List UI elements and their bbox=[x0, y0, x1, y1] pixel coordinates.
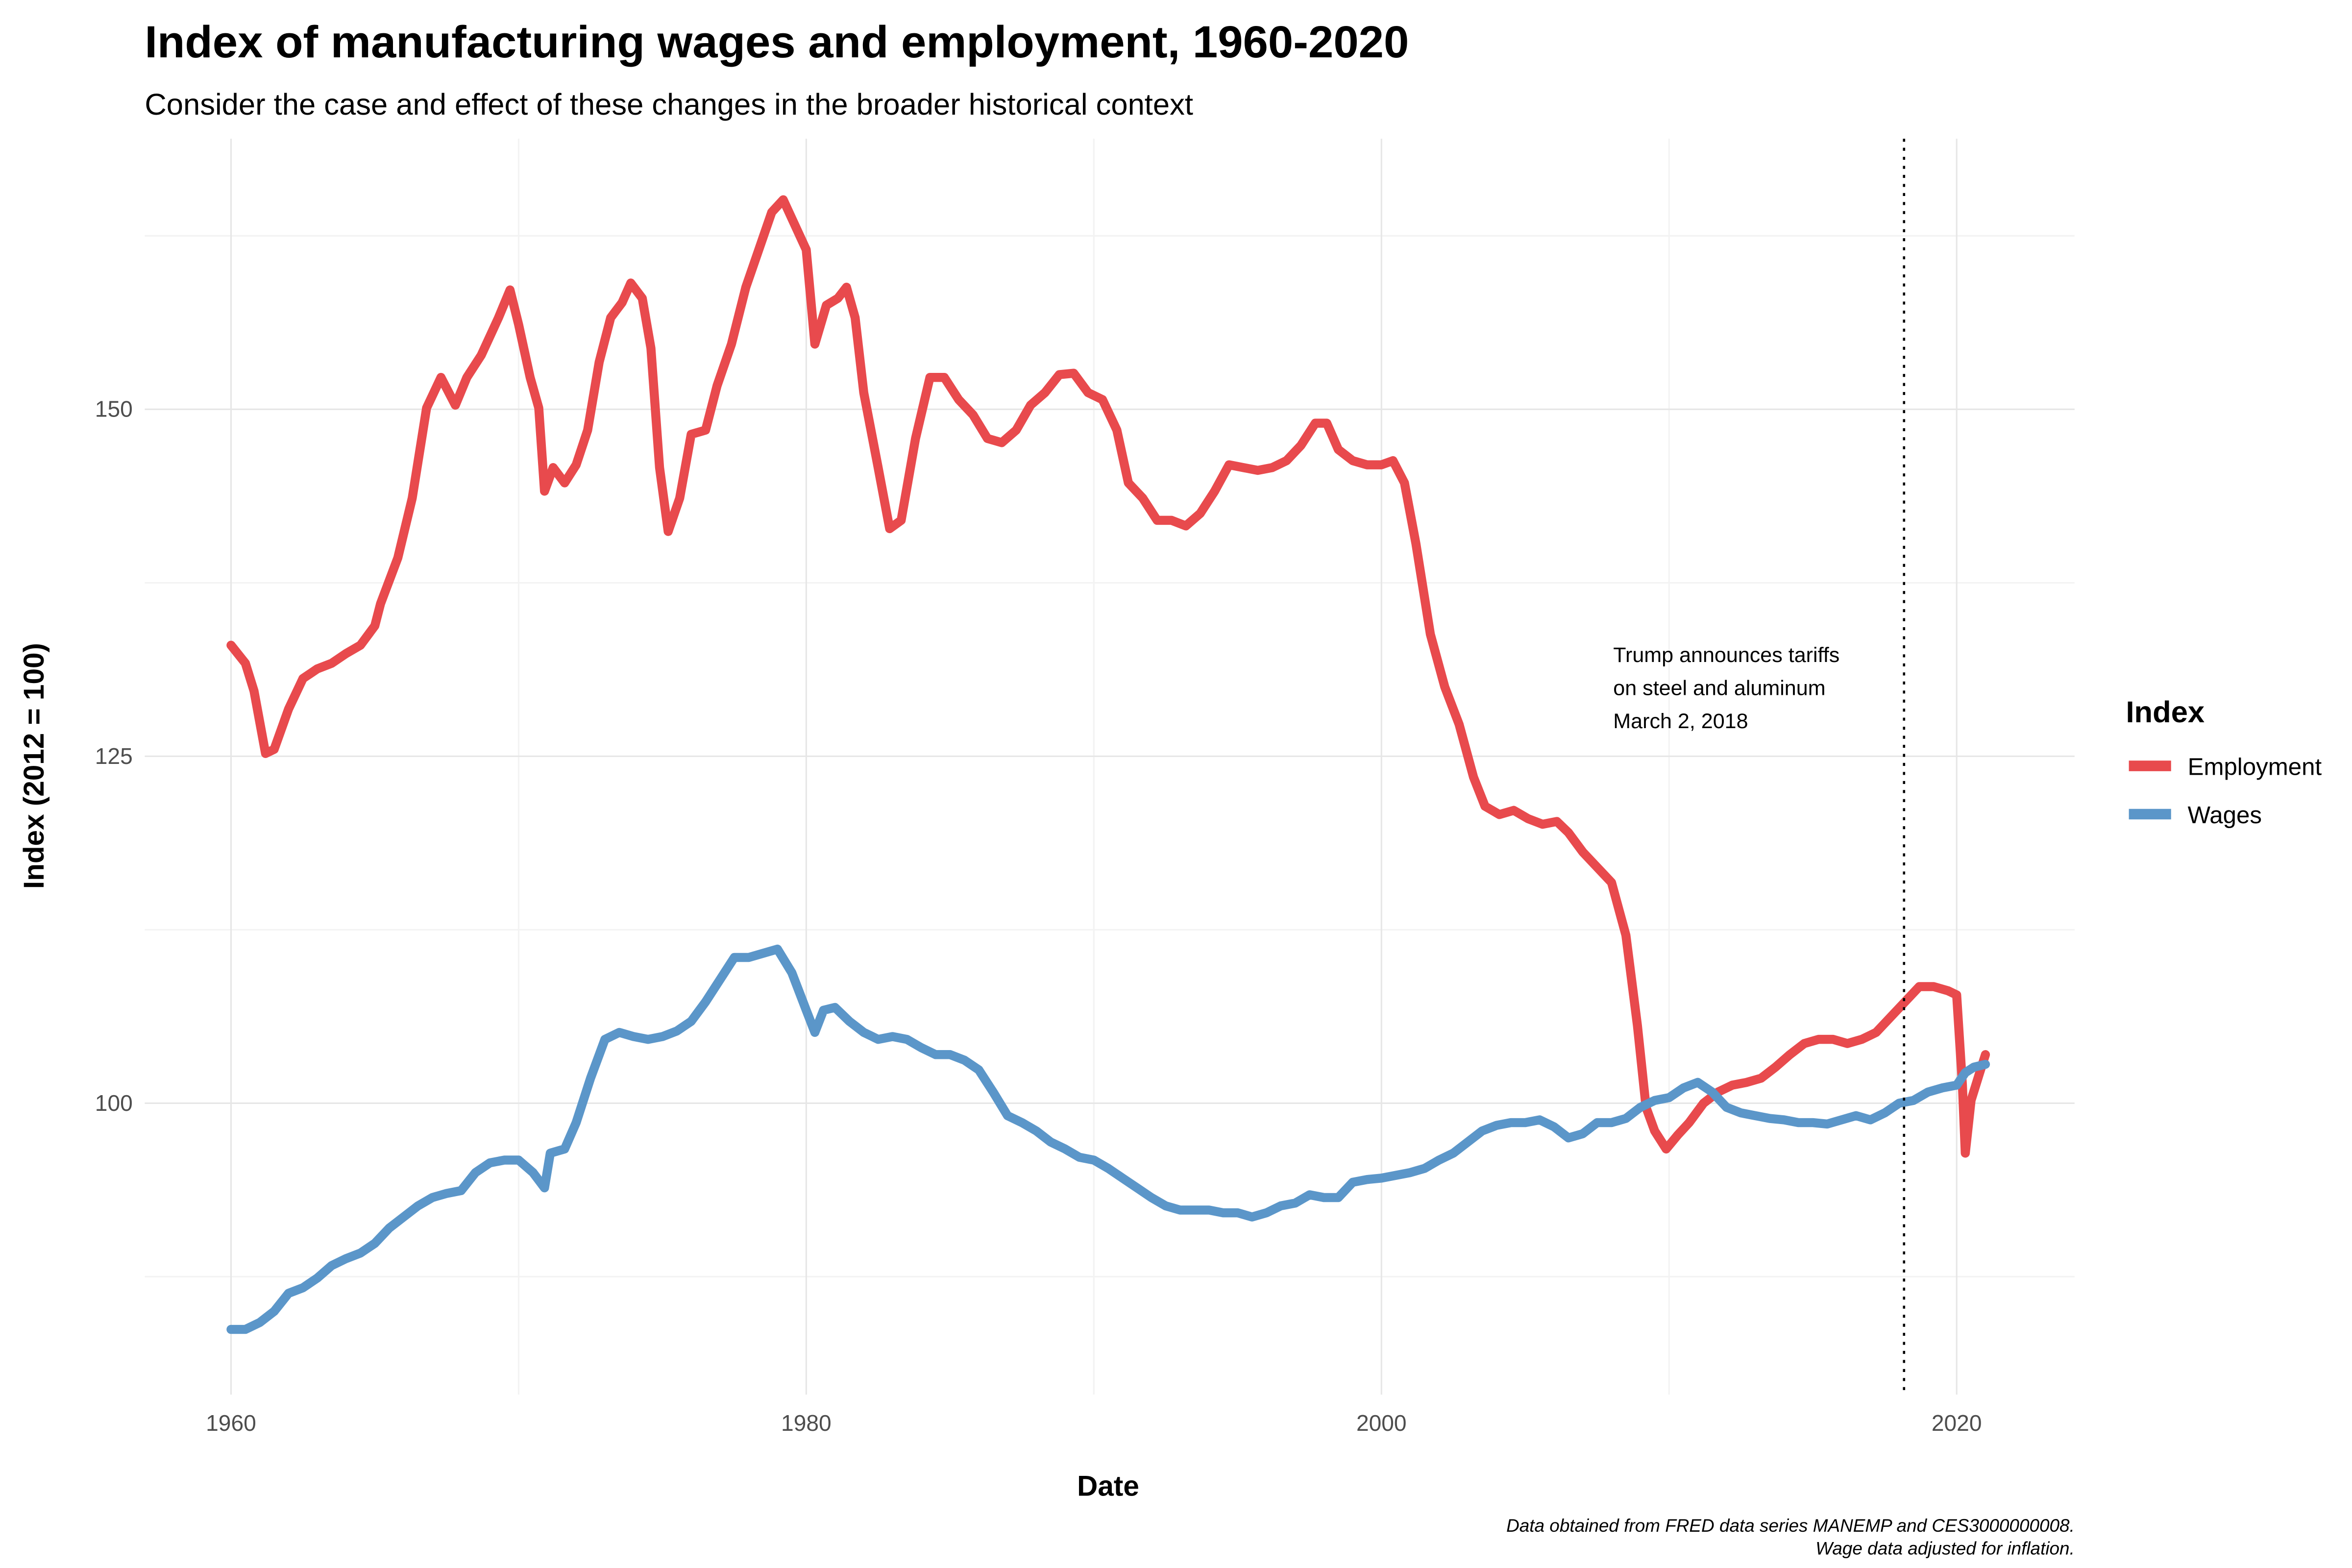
chart-subtitle: Consider the case and effect of these ch… bbox=[145, 88, 1193, 122]
y-tick-label: 125 bbox=[95, 743, 133, 769]
legend-label: Wages bbox=[2188, 802, 2262, 829]
annotation: March 2, 2018 bbox=[1613, 710, 1748, 733]
data-line bbox=[226, 195, 1990, 1158]
y-axis-title: Index (2012 = 100) bbox=[18, 643, 50, 889]
x-tick-label: 1960 bbox=[206, 1410, 256, 1436]
caption: Data obtained from FRED data series MANE… bbox=[1506, 1516, 2075, 1536]
legend-title: Index bbox=[2126, 695, 2205, 729]
data-line bbox=[226, 944, 1990, 1334]
x-axis-title: Date bbox=[1077, 1470, 1139, 1502]
annotation: on steel and aluminum bbox=[1613, 676, 1825, 700]
legend-label: Employment bbox=[2188, 754, 2322, 781]
x-tick-label: 2000 bbox=[1356, 1410, 1407, 1436]
x-tick-label: 1980 bbox=[781, 1410, 832, 1436]
annotation: Trump announces tariffs bbox=[1613, 643, 1839, 667]
y-tick-label: 150 bbox=[95, 396, 133, 422]
x-tick-label: 2020 bbox=[1932, 1410, 1982, 1436]
chart-title: Index of manufacturing wages and employm… bbox=[145, 16, 1409, 67]
caption: Wage data adjusted for inflation. bbox=[1815, 1538, 2075, 1558]
y-tick-label: 100 bbox=[95, 1090, 133, 1116]
